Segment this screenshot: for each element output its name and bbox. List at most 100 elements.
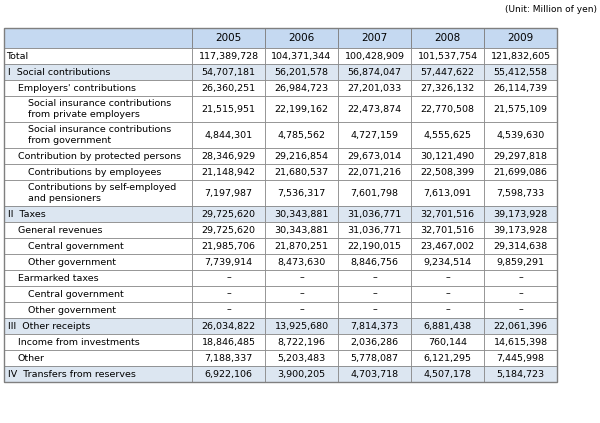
Text: 21,699,086: 21,699,086 bbox=[493, 168, 548, 176]
Bar bbox=[338, 238, 411, 254]
Text: 31,036,771: 31,036,771 bbox=[347, 209, 401, 219]
Text: 5,203,483: 5,203,483 bbox=[277, 354, 326, 363]
Bar bbox=[484, 48, 557, 64]
Bar bbox=[265, 350, 338, 366]
Text: 4,539,630: 4,539,630 bbox=[496, 131, 545, 140]
Text: 13,925,680: 13,925,680 bbox=[274, 321, 329, 330]
Text: 29,216,854: 29,216,854 bbox=[275, 151, 329, 160]
Bar bbox=[484, 238, 557, 254]
Text: 3,900,205: 3,900,205 bbox=[277, 370, 326, 379]
Text: 14,615,398: 14,615,398 bbox=[493, 338, 548, 346]
Text: 21,870,251: 21,870,251 bbox=[275, 242, 329, 250]
Bar bbox=[411, 286, 484, 302]
Bar bbox=[338, 334, 411, 350]
Text: 29,673,014: 29,673,014 bbox=[347, 151, 401, 160]
Bar bbox=[4, 122, 192, 148]
Text: Other government: Other government bbox=[28, 258, 116, 266]
Bar bbox=[4, 286, 192, 302]
Bar bbox=[338, 206, 411, 222]
Text: 8,473,630: 8,473,630 bbox=[277, 258, 326, 266]
Bar bbox=[338, 64, 411, 80]
Text: IV  Transfers from reserves: IV Transfers from reserves bbox=[8, 370, 136, 379]
Bar bbox=[192, 334, 265, 350]
Text: –: – bbox=[518, 305, 523, 314]
Text: 760,144: 760,144 bbox=[428, 338, 467, 346]
Text: –: – bbox=[226, 305, 231, 314]
Text: 121,832,605: 121,832,605 bbox=[490, 52, 551, 60]
Text: 4,507,178: 4,507,178 bbox=[424, 370, 472, 379]
Bar bbox=[192, 48, 265, 64]
Bar bbox=[4, 334, 192, 350]
Text: Central government: Central government bbox=[28, 289, 124, 299]
Bar bbox=[192, 270, 265, 286]
Bar bbox=[192, 96, 265, 122]
Text: 6,121,295: 6,121,295 bbox=[424, 354, 472, 363]
Text: 22,770,508: 22,770,508 bbox=[421, 104, 475, 113]
Text: 5,778,087: 5,778,087 bbox=[350, 354, 398, 363]
Bar bbox=[265, 302, 338, 318]
Text: 2005: 2005 bbox=[215, 33, 242, 43]
Text: 26,034,822: 26,034,822 bbox=[202, 321, 256, 330]
Text: 5,184,723: 5,184,723 bbox=[496, 370, 545, 379]
Bar bbox=[192, 302, 265, 318]
Bar bbox=[265, 366, 338, 382]
Text: –: – bbox=[445, 289, 450, 299]
Text: 32,701,516: 32,701,516 bbox=[421, 209, 475, 219]
Text: 2008: 2008 bbox=[434, 33, 461, 43]
Bar bbox=[265, 80, 338, 96]
Bar bbox=[484, 334, 557, 350]
Bar bbox=[265, 254, 338, 270]
Bar bbox=[484, 148, 557, 164]
Bar bbox=[4, 48, 192, 64]
Text: 21,575,109: 21,575,109 bbox=[493, 104, 548, 113]
Text: 39,173,928: 39,173,928 bbox=[493, 225, 548, 234]
Bar bbox=[484, 302, 557, 318]
Bar bbox=[411, 148, 484, 164]
Bar bbox=[192, 122, 265, 148]
Text: –: – bbox=[299, 305, 304, 314]
Text: 4,555,625: 4,555,625 bbox=[424, 131, 472, 140]
Bar bbox=[265, 122, 338, 148]
Text: 104,371,344: 104,371,344 bbox=[271, 52, 332, 60]
Bar bbox=[4, 64, 192, 80]
Text: Social insurance contributions
from private employers: Social insurance contributions from priv… bbox=[28, 99, 171, 119]
Bar bbox=[265, 48, 338, 64]
Text: 8,722,196: 8,722,196 bbox=[277, 338, 325, 346]
Bar bbox=[4, 366, 192, 382]
Bar bbox=[4, 96, 192, 122]
Text: 32,701,516: 32,701,516 bbox=[421, 225, 475, 234]
Text: 27,326,132: 27,326,132 bbox=[421, 83, 475, 93]
Bar bbox=[484, 180, 557, 206]
Text: –: – bbox=[518, 274, 523, 283]
Text: 7,445,998: 7,445,998 bbox=[497, 354, 545, 363]
Bar bbox=[192, 350, 265, 366]
Bar bbox=[484, 80, 557, 96]
Text: Contributions by self-employed
and pensioners: Contributions by self-employed and pensi… bbox=[28, 183, 176, 203]
Bar bbox=[265, 334, 338, 350]
Bar bbox=[411, 238, 484, 254]
Bar bbox=[411, 80, 484, 96]
Bar bbox=[4, 222, 192, 238]
Text: 30,121,490: 30,121,490 bbox=[421, 151, 475, 160]
Text: 2007: 2007 bbox=[361, 33, 388, 43]
Bar bbox=[192, 164, 265, 180]
Text: 4,844,301: 4,844,301 bbox=[205, 131, 253, 140]
Bar bbox=[4, 180, 192, 206]
Bar bbox=[4, 350, 192, 366]
Text: 56,201,578: 56,201,578 bbox=[275, 68, 329, 77]
Text: 27,201,033: 27,201,033 bbox=[347, 83, 401, 93]
Bar bbox=[265, 148, 338, 164]
Text: 22,071,216: 22,071,216 bbox=[347, 168, 401, 176]
Bar bbox=[484, 286, 557, 302]
Bar bbox=[192, 366, 265, 382]
Text: Employers' contributions: Employers' contributions bbox=[18, 83, 136, 93]
Text: 100,428,909: 100,428,909 bbox=[344, 52, 404, 60]
Bar bbox=[265, 286, 338, 302]
Text: 22,190,015: 22,190,015 bbox=[347, 242, 401, 250]
Text: 22,473,874: 22,473,874 bbox=[347, 104, 401, 113]
Bar bbox=[484, 270, 557, 286]
Bar bbox=[192, 64, 265, 80]
Bar bbox=[338, 270, 411, 286]
Text: 22,199,162: 22,199,162 bbox=[275, 104, 329, 113]
Bar bbox=[338, 350, 411, 366]
